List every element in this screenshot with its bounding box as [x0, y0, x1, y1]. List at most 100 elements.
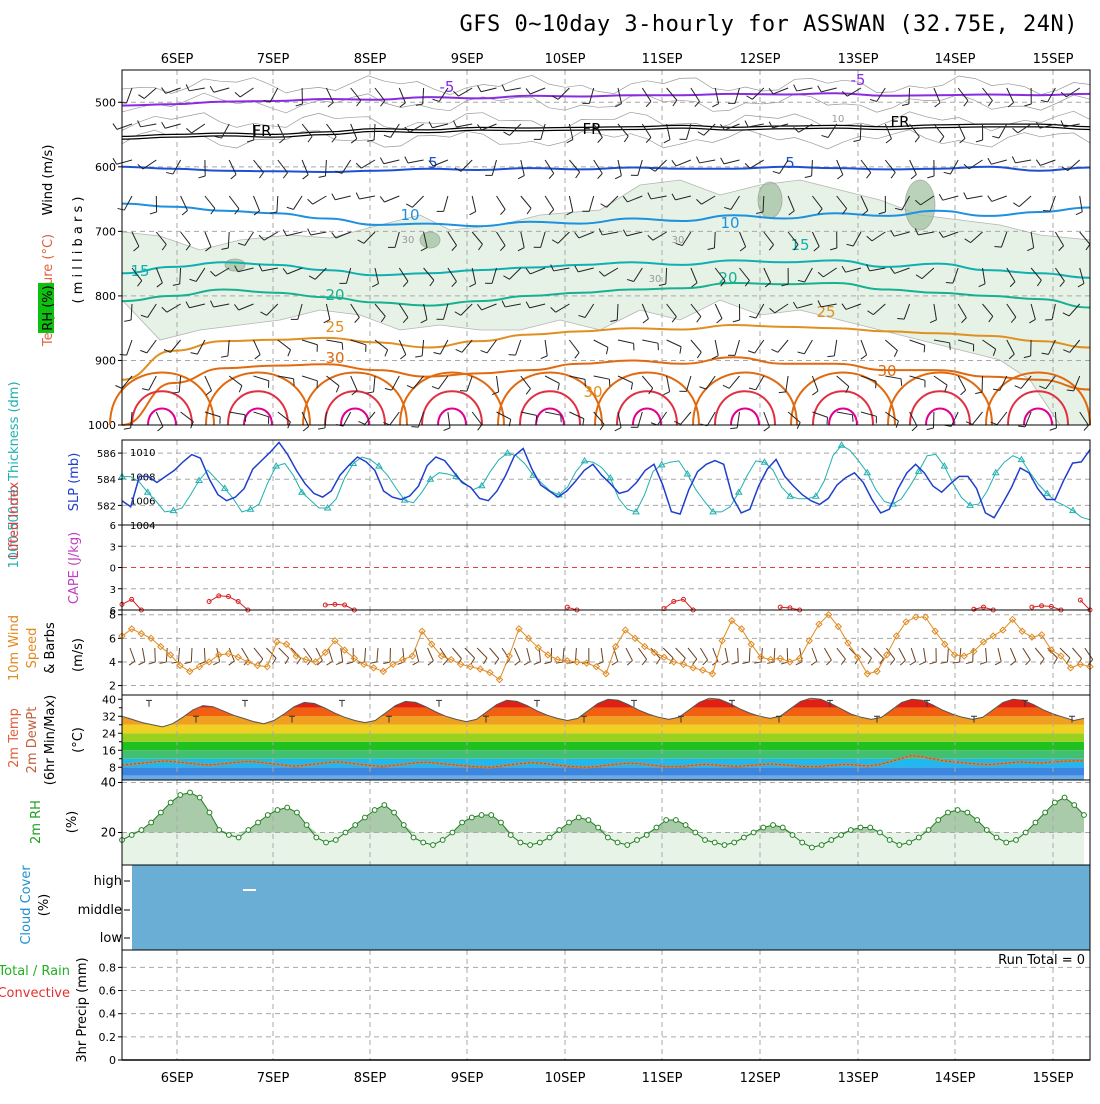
rh2m-point-87 — [965, 810, 970, 815]
wind10-barb-24 — [428, 648, 434, 665]
rh2m-point-72 — [819, 843, 824, 848]
upper-tick-1000: 1000 — [88, 419, 116, 432]
rh2m-point-52 — [625, 843, 630, 848]
wind10-barb-71 — [1010, 648, 1016, 665]
date-label-bottom-6: 12SEP — [740, 1071, 781, 1086]
rh2m-point-26 — [372, 808, 377, 813]
wind-tick-2: 2 — [109, 680, 116, 693]
date-label-top-7: 13SEP — [838, 52, 879, 67]
rh2m-point-18 — [295, 810, 300, 815]
li-tick-0: 6 — [110, 521, 116, 532]
date-label-bottom-2: 8SEP — [354, 1071, 387, 1086]
rh2m-point-54 — [644, 833, 649, 838]
rh2m-point-61 — [712, 840, 717, 845]
rh2m-point-15 — [265, 813, 270, 818]
rh2m-point-50 — [605, 835, 610, 840]
rh2m-point-51 — [615, 840, 620, 845]
cloud-level-middle: middle — [78, 903, 122, 918]
rh2m-point-2 — [139, 828, 144, 833]
date-label-bottom-4: 10SEP — [545, 1071, 586, 1086]
date-label-bottom-9: 15SEP — [1033, 1071, 1074, 1086]
li-tick-1: 3 — [110, 542, 116, 553]
rh2m-point-14 — [256, 820, 261, 825]
thick-tick-584: 584 — [97, 475, 116, 486]
rh2m-point-53 — [635, 838, 640, 843]
rh2m-point-25 — [363, 815, 368, 820]
precip-total-label: Total / Rain — [0, 964, 70, 979]
date-label-top-9: 15SEP — [1033, 52, 1074, 67]
wind-tick-6: 6 — [109, 632, 116, 645]
rh2m-point-95 — [1043, 810, 1048, 815]
rh2m-point-10 — [217, 828, 222, 833]
rh2m-point-71 — [810, 845, 815, 850]
rh2m-point-60 — [703, 838, 708, 843]
upper-tick-600: 600 — [95, 161, 116, 174]
rh2m-point-79 — [887, 838, 892, 843]
rh2m-point-20 — [314, 835, 319, 840]
temp-unit: (°C) — [71, 727, 86, 753]
rh2m-point-35 — [460, 820, 465, 825]
wind10-unit: (m/s) — [71, 638, 86, 672]
rh2m-point-74 — [839, 833, 844, 838]
date-label-top-6: 12SEP — [740, 52, 781, 67]
rh2m-point-9 — [207, 810, 212, 815]
rh2m-point-96 — [1052, 800, 1057, 805]
cape-label: CAPE (J/kg) — [67, 532, 82, 604]
rh2m-point-98 — [1072, 803, 1077, 808]
temp-band-16 — [122, 742, 1084, 751]
rh2m-point-75 — [848, 828, 853, 833]
rh2m-point-6 — [178, 793, 183, 798]
rh2m-point-11 — [226, 833, 231, 838]
rh2m-point-3 — [149, 820, 154, 825]
wind10-barb-8 — [229, 648, 235, 665]
precip-run-total: Run Total = 0 — [998, 953, 1085, 968]
li-tick-3: 3 — [110, 585, 116, 596]
rh2m-point-29 — [401, 823, 406, 828]
rh2m-point-49 — [596, 825, 601, 830]
rh2m-point-42 — [528, 843, 533, 848]
upper-tick-500: 500 — [95, 96, 116, 109]
rh2m-point-37 — [479, 813, 484, 818]
upper-axis-label: ( m i l l i b a r s ) — [71, 197, 86, 304]
precip-tick-0.4: 0.4 — [99, 1008, 117, 1021]
rh2m-base-fill — [122, 833, 1084, 866]
rh2m-point-85 — [946, 810, 951, 815]
wind10-barb-21 — [383, 648, 390, 664]
rh2m-point-21 — [324, 840, 329, 845]
temp-label-2: 2m DewPt — [25, 707, 40, 774]
precip-label: 3hr Precip (mm) — [75, 957, 90, 1062]
li-line-2 — [325, 604, 354, 610]
date-label-bottom-3: 9SEP — [451, 1071, 484, 1086]
contour-label-4: FR — [890, 113, 909, 131]
date-label-bottom-1: 7SEP — [257, 1071, 290, 1086]
rh2m-point-88 — [975, 818, 980, 823]
rh2m-point-69 — [790, 833, 795, 838]
wind-frame — [122, 610, 1090, 695]
wind10-label-3: & Barbs — [43, 622, 58, 674]
rh2m-point-90 — [994, 835, 999, 840]
rh2m-point-4 — [158, 810, 163, 815]
temp-band-low — [122, 776, 1084, 780]
date-label-top-8: 14SEP — [935, 52, 976, 67]
date-label-bottom-7: 13SEP — [838, 1071, 879, 1086]
wind10-barb-56 — [824, 648, 831, 665]
li-line-4 — [664, 599, 693, 610]
contour-label-20: 30 — [649, 274, 662, 285]
rh2m-point-27 — [382, 803, 387, 808]
rh2m-point-32 — [431, 843, 436, 848]
wind10-barb-63 — [910, 648, 916, 665]
rh2m-point-13 — [246, 828, 251, 833]
wind10-barb-46 — [700, 648, 707, 665]
rh2m-point-34 — [450, 830, 455, 835]
wind10-barb-62 — [899, 648, 906, 665]
rh2m-point-82 — [916, 835, 921, 840]
contour-label-2: FR — [252, 122, 271, 140]
rh2m-point-12 — [236, 835, 241, 840]
wind10-barb-0 — [129, 648, 135, 665]
cloud-level-low: low — [100, 931, 123, 946]
slp-tick-1010: 1010 — [130, 448, 155, 459]
rh2m-point-73 — [829, 838, 834, 843]
wind-tick-8: 8 — [109, 609, 116, 622]
rh2m-point-62 — [722, 843, 727, 848]
rh2m-point-64 — [741, 835, 746, 840]
